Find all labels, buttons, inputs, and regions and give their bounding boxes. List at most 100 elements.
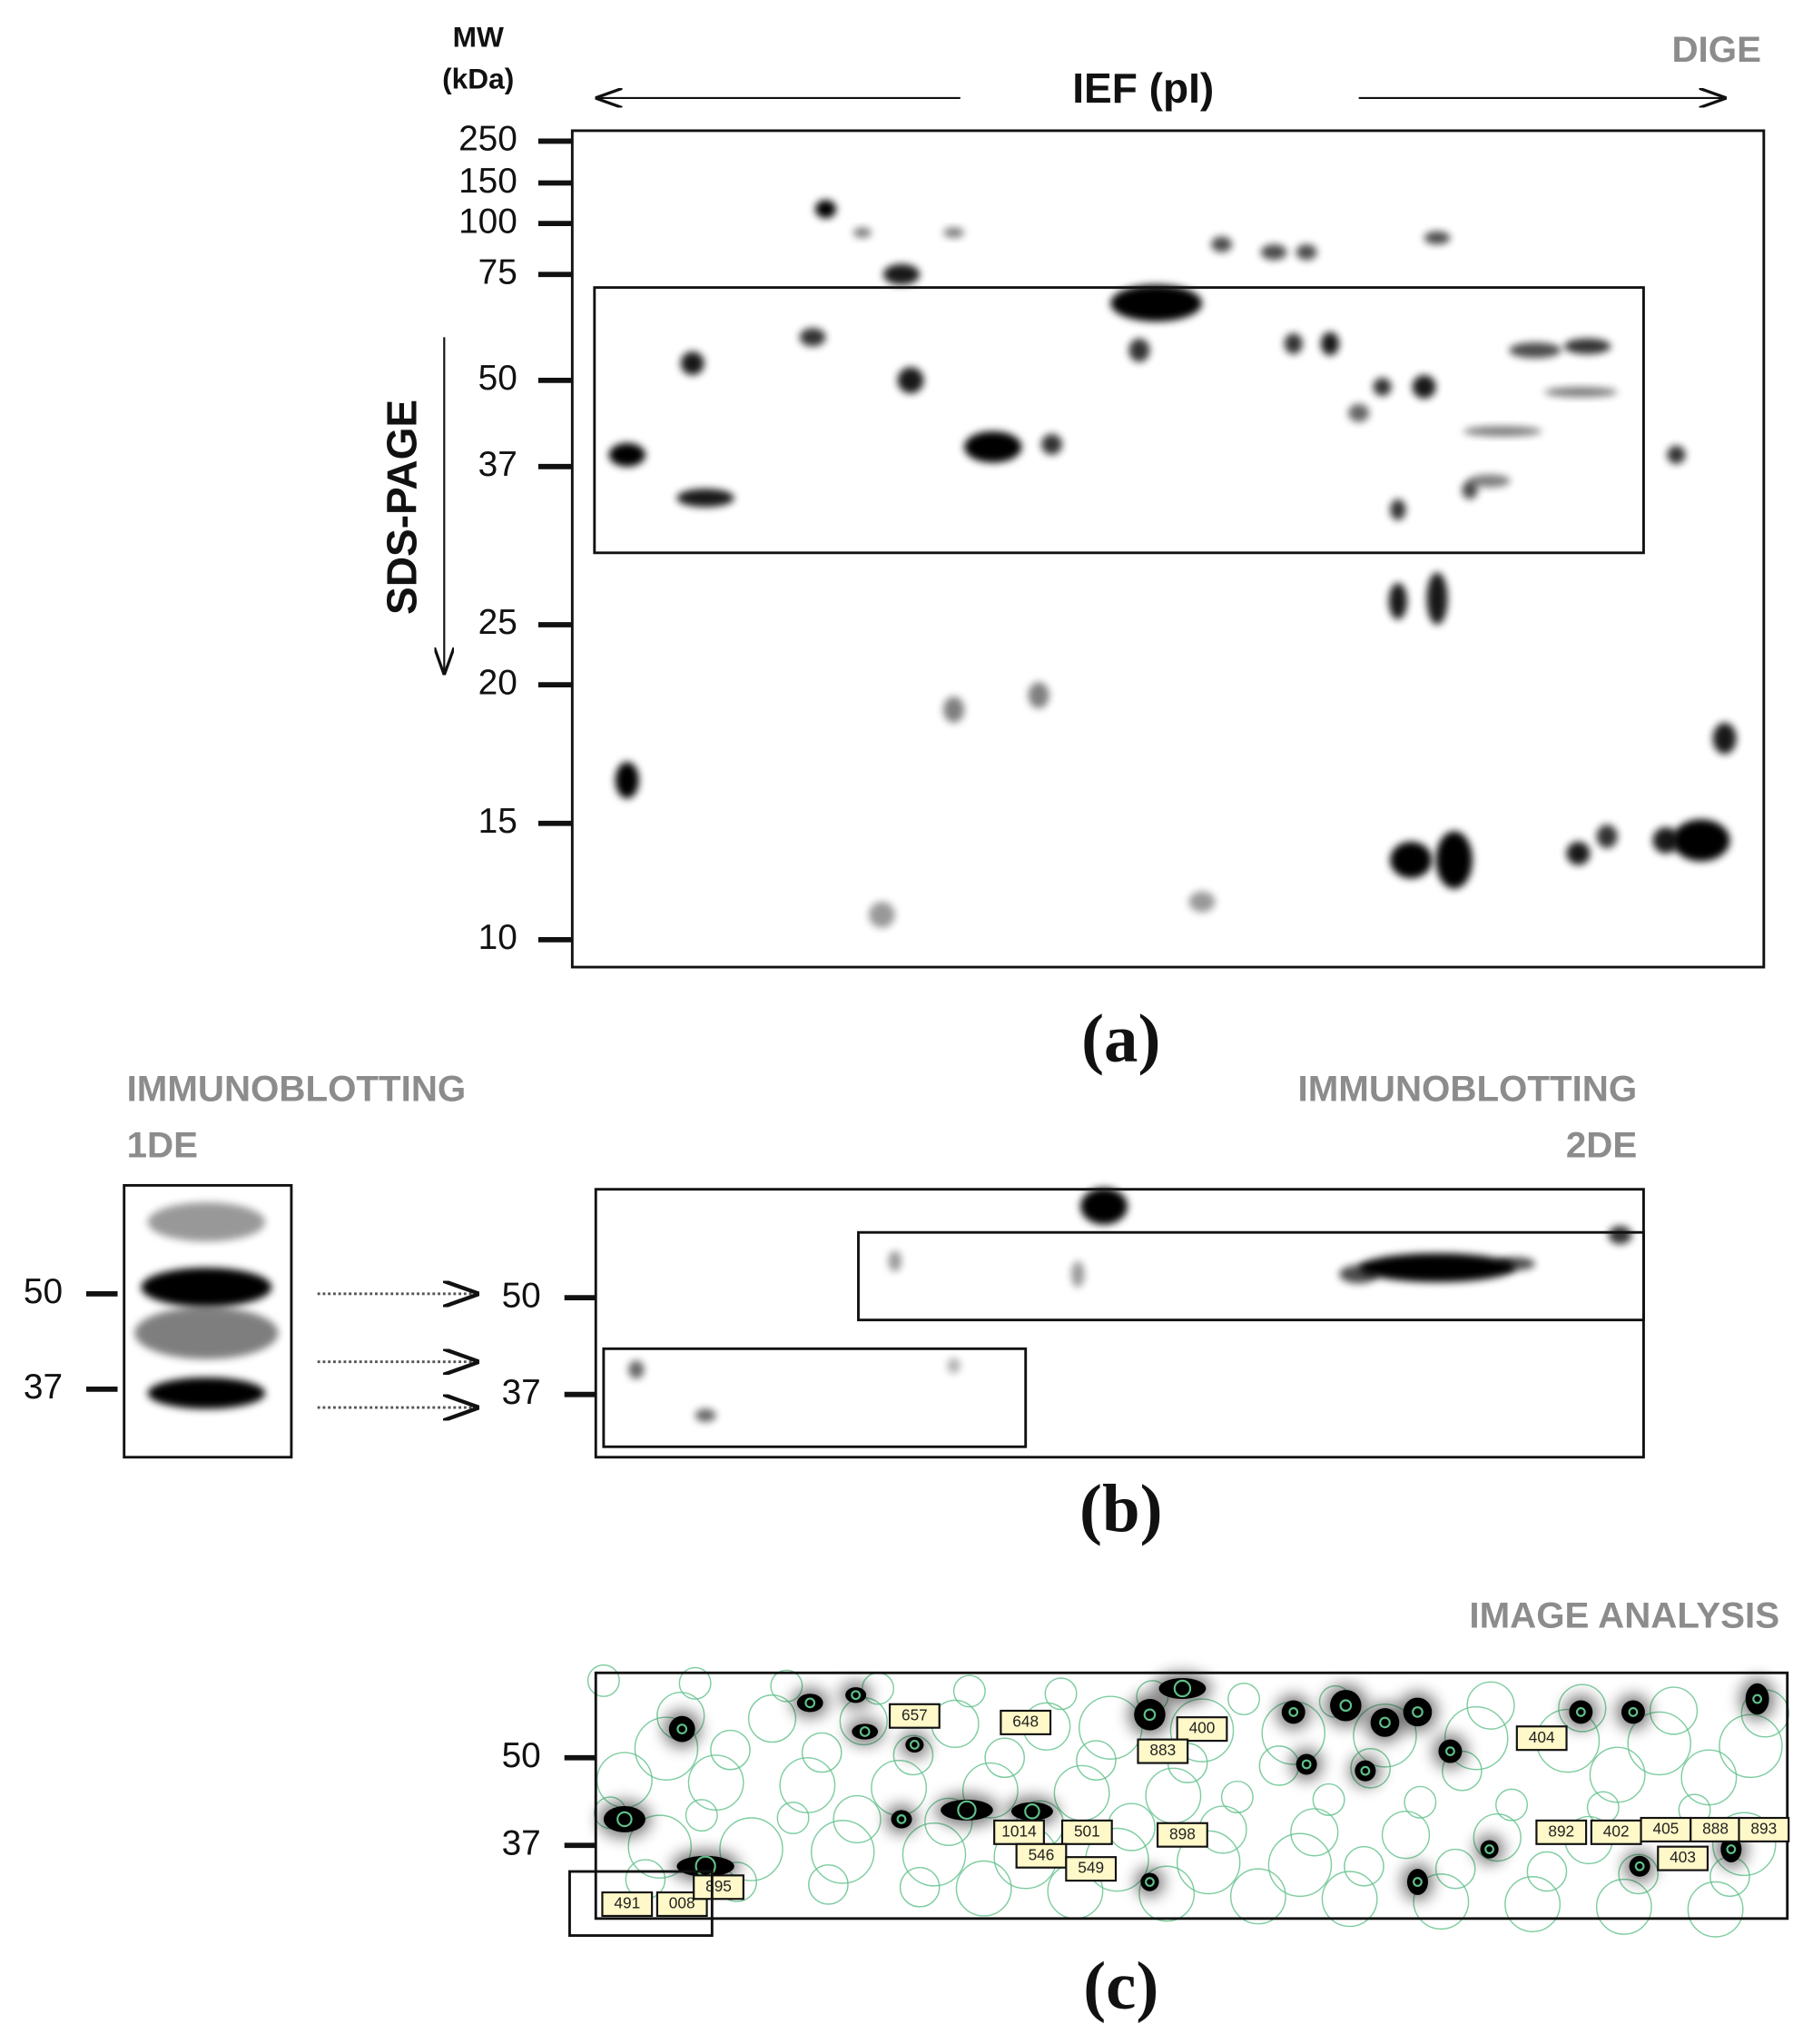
blot-band	[1358, 1253, 1516, 1282]
gel-spot	[1140, 1872, 1159, 1891]
tick-label: 50	[478, 359, 517, 398]
gel-spot	[615, 762, 639, 799]
spot-outline	[1726, 1844, 1737, 1854]
blot-band	[1080, 1188, 1128, 1225]
gel-spot	[1468, 474, 1511, 488]
segment-outline	[1321, 1871, 1378, 1928]
gel-spot	[943, 227, 965, 238]
spot-tag-box	[888, 1703, 941, 1729]
tick-label: 37	[502, 1823, 541, 1862]
tick-label: 15	[478, 802, 517, 841]
gel-spot	[1424, 231, 1451, 245]
spot-tag-label: 405	[1652, 1820, 1679, 1838]
caption: (a)	[1081, 1002, 1160, 1077]
spot-tag-box	[1065, 1856, 1118, 1882]
method-label: DIGE	[1671, 29, 1760, 70]
segment-outline	[634, 1716, 699, 1781]
gel-spot	[1370, 1708, 1400, 1737]
segment-outline	[1711, 1812, 1777, 1877]
segment-outline	[1586, 1791, 1620, 1824]
spot-tag-box	[1738, 1816, 1790, 1842]
spot-tag-box	[1590, 1819, 1642, 1845]
blot-band	[147, 1377, 266, 1409]
caption: (b)	[1079, 1472, 1162, 1547]
segment-outline	[810, 1820, 875, 1884]
tick-label: 37	[24, 1368, 63, 1407]
spot-outline	[1413, 1877, 1423, 1887]
blot-band	[1339, 1265, 1379, 1284]
gel-spot	[1040, 433, 1063, 455]
segment-outline	[801, 1732, 842, 1773]
blot-band	[1495, 1257, 1535, 1270]
gel-spot	[1284, 333, 1303, 355]
region-box	[602, 1347, 1028, 1448]
gel-spot	[1260, 244, 1287, 261]
gel-b-spots	[134, 1188, 1632, 1422]
segment-outline	[1312, 1782, 1345, 1816]
gel-spot	[1028, 682, 1049, 709]
segment-outline	[1495, 1788, 1529, 1822]
gel-spot	[1388, 582, 1407, 620]
spot-tag-label: 888	[1702, 1820, 1729, 1838]
spot-outline	[1339, 1699, 1353, 1713]
spot-tag-label: 549	[1078, 1859, 1104, 1877]
spot-tag-label: 404	[1529, 1728, 1555, 1746]
gel-spot	[668, 1715, 695, 1743]
gel-spot	[1355, 1760, 1376, 1782]
segment-outline	[586, 1664, 620, 1697]
gel-spot	[1128, 338, 1150, 362]
gel-spot	[1629, 1855, 1650, 1877]
gel-spot	[1296, 1753, 1317, 1775]
gel-spot	[1412, 375, 1436, 399]
gel-a-frame	[570, 129, 1766, 969]
gel-spot	[852, 227, 872, 238]
blot-band	[947, 1358, 961, 1374]
segment-outline	[1589, 1746, 1646, 1803]
gel-spot	[1569, 1700, 1593, 1724]
gel-spot	[845, 1687, 867, 1703]
blot-band	[134, 1307, 279, 1359]
spot-outline	[1752, 1693, 1763, 1704]
blot-band	[888, 1250, 902, 1272]
gel-spot	[1348, 403, 1370, 422]
spot-outline	[859, 1726, 871, 1737]
spot-tag-label: 1014	[1001, 1822, 1037, 1840]
tick-label: 50	[24, 1272, 63, 1311]
gel-spot	[1110, 284, 1202, 322]
gel-spot	[1403, 1697, 1433, 1727]
gel-spot	[1373, 377, 1392, 397]
spot-outline	[1575, 1707, 1586, 1717]
segment-outline	[710, 1729, 751, 1771]
spot-tag-box	[1657, 1845, 1709, 1871]
gel-spot	[1426, 572, 1448, 625]
spot-outline	[851, 1690, 862, 1701]
gel-spot	[882, 263, 921, 285]
spot-outline	[1360, 1765, 1371, 1776]
segment-outline	[899, 1866, 941, 1908]
spot-outline	[616, 1811, 633, 1828]
spot-outline	[909, 1740, 920, 1750]
gel-spot	[941, 1799, 993, 1821]
segment-outline	[1719, 1713, 1783, 1779]
blot-1de-frame	[123, 1183, 293, 1459]
gel-c-spots	[586, 1664, 1789, 1938]
spot-outline	[1484, 1844, 1495, 1854]
gel-spot	[1390, 499, 1406, 520]
tick-label: 100	[458, 202, 517, 241]
segment-outline	[627, 1814, 693, 1879]
spot-tag-box	[1176, 1716, 1228, 1743]
gel-spot	[1672, 819, 1730, 862]
segment-outline	[1176, 1830, 1241, 1895]
gel-a-spots	[608, 200, 1737, 928]
gel-spot	[905, 1736, 924, 1753]
blot-band	[1608, 1226, 1632, 1245]
blot-2de-frame	[594, 1188, 1645, 1459]
segment-outline	[1076, 1740, 1117, 1781]
tick-label: 37	[502, 1373, 541, 1412]
segment-outline	[685, 1799, 718, 1832]
blot-subtitle: 1DE	[127, 1124, 198, 1165]
region-box	[593, 286, 1645, 555]
spot-tag-box	[601, 1891, 654, 1918]
gel-spot	[1480, 1840, 1499, 1859]
tick-label: 50	[502, 1276, 541, 1315]
